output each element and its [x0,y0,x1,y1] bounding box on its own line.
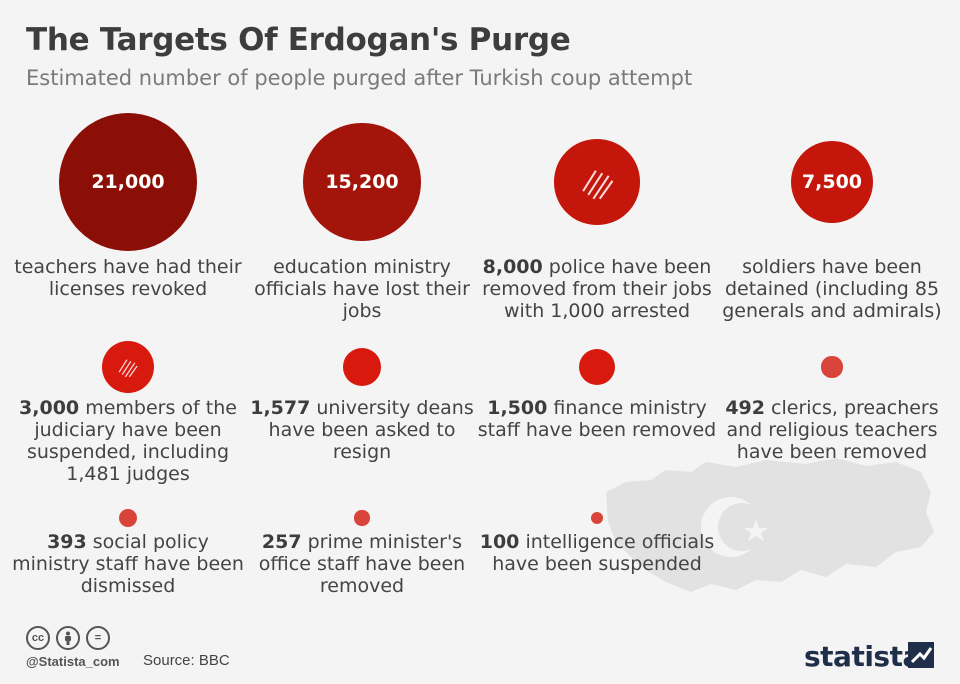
statista-logo-icon [908,642,934,668]
bubble-value-label: 21,000 [91,171,165,193]
bubble-8000 [554,139,640,225]
bubble-description: 100 intelligence officials have been sus… [479,531,715,575]
source-label: Source: BBC [143,652,230,669]
bubble-257 [354,510,370,526]
page-subtitle: Estimated number of people purged after … [26,66,693,90]
bubble-description: education ministry officials have lost t… [254,256,470,322]
bubble-1500 [578,348,616,386]
bubble-7500: 7,500 [790,140,874,224]
page-title: The Targets Of Erdogan's Purge [26,22,571,58]
bubble-description: 8,000 police have been removed from thei… [482,256,712,322]
bubble-492 [821,356,843,378]
bubble-description: 3,000 members of the judiciary have been… [19,397,237,485]
no-derivatives-icon[interactable]: = [86,626,110,650]
bubble-393 [118,508,138,528]
statista-handle[interactable]: @Statista_com [26,654,120,669]
bubble-100 [591,512,603,524]
bubble-description: 1,500 finance ministry staff have been r… [477,397,717,441]
license-icons: cc = [26,626,110,650]
statista-logo[interactable]: statista [804,640,921,673]
cc-icon[interactable]: cc [26,626,50,650]
bubble-21000: 21,000 [59,113,197,251]
bubble-description: 492 clerics, preachers and religious tea… [725,397,939,463]
bubble-1577 [343,348,381,386]
bubble-value-label: 15,200 [325,171,399,193]
bubble-description: 257 prime minister's office staff have b… [258,531,466,597]
bubble-description: teachers have had their licenses revoked [14,256,242,300]
bubble-description: 1,577 university deans have been asked t… [250,397,474,463]
attribution-icon[interactable] [56,626,80,650]
turkey-map-icon [606,458,934,592]
bubble-3000 [101,340,155,394]
bubble-description: soldiers have been detained (including 8… [722,256,942,322]
bubble-value-label: 7,500 [801,170,863,193]
bubble-description: 393 social policy ministry staff have be… [12,531,244,597]
bubble-15200: 15,200 [303,123,421,241]
